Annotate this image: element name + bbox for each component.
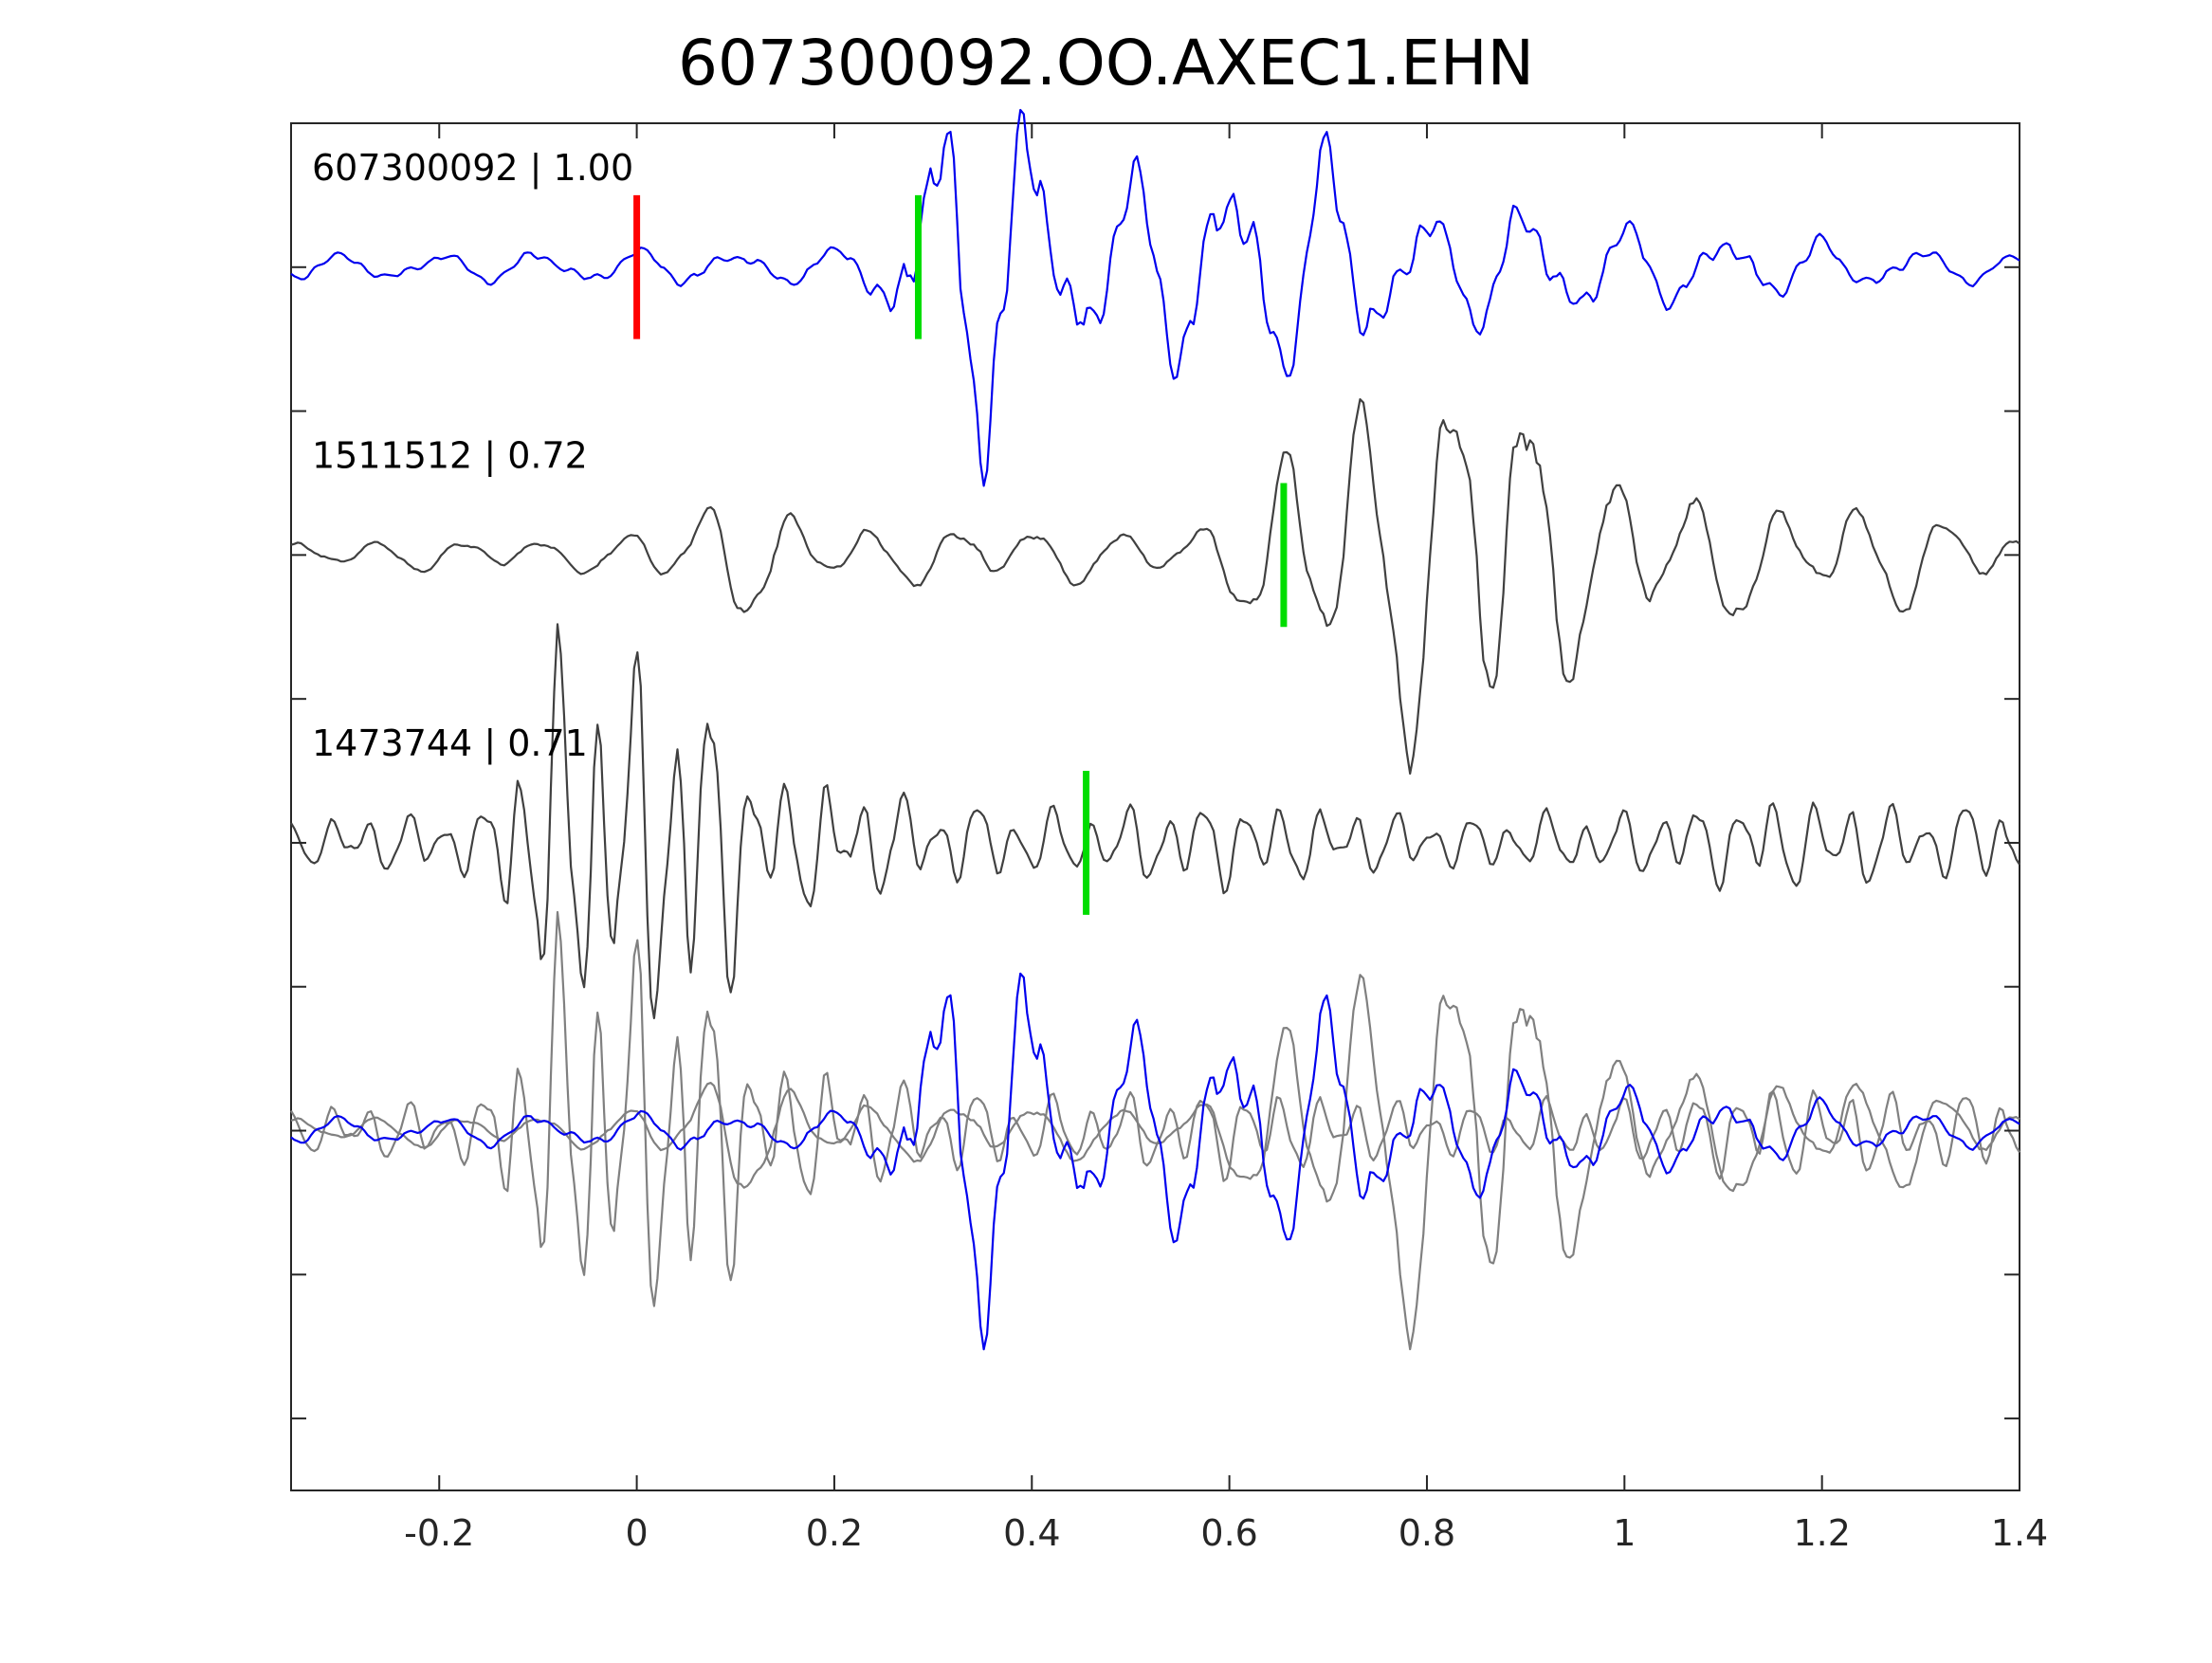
x-tick-label: 1.2 (1793, 1512, 1850, 1554)
ticks-group: -0.2 0 0.2 0.4 0.6 0.8 1 1.2 1.4 (291, 123, 2048, 1554)
trace-label: 1511512 | 0.72 (312, 435, 588, 478)
x-tick-label: 1 (1613, 1512, 1636, 1554)
trace-label: 607300092 | 1.00 (312, 147, 633, 190)
x-tick-label: 0 (626, 1512, 649, 1554)
x-tick-label: 0.6 (1200, 1512, 1257, 1554)
trace-607300092 (290, 108, 2020, 487)
trace-1511512 (290, 398, 2020, 775)
x-tick-label: 1.4 (1991, 1512, 2048, 1554)
overlay-trace-master (290, 972, 2020, 1351)
axes-frame (290, 122, 2020, 1491)
x-tick-label: 0.2 (806, 1512, 863, 1554)
trace-1473744 (290, 623, 2020, 1019)
x-tick-label: 0.8 (1398, 1512, 1455, 1554)
overlay-trace-1473744 (290, 910, 2020, 1307)
trace-label: 1473744 | 0.71 (312, 722, 588, 765)
trace-labels-group: 607300092 | 1.00 1511512 | 0.72 1473744 | … (312, 147, 633, 765)
x-tick-label: -0.2 (404, 1512, 474, 1554)
x-tick-label: 0.4 (1003, 1512, 1060, 1554)
overlay-trace-1511512 (290, 974, 2020, 1351)
traces-group (290, 108, 2020, 1351)
chart-title: 607300092.OO.AXEC1.EHN (678, 27, 1534, 100)
